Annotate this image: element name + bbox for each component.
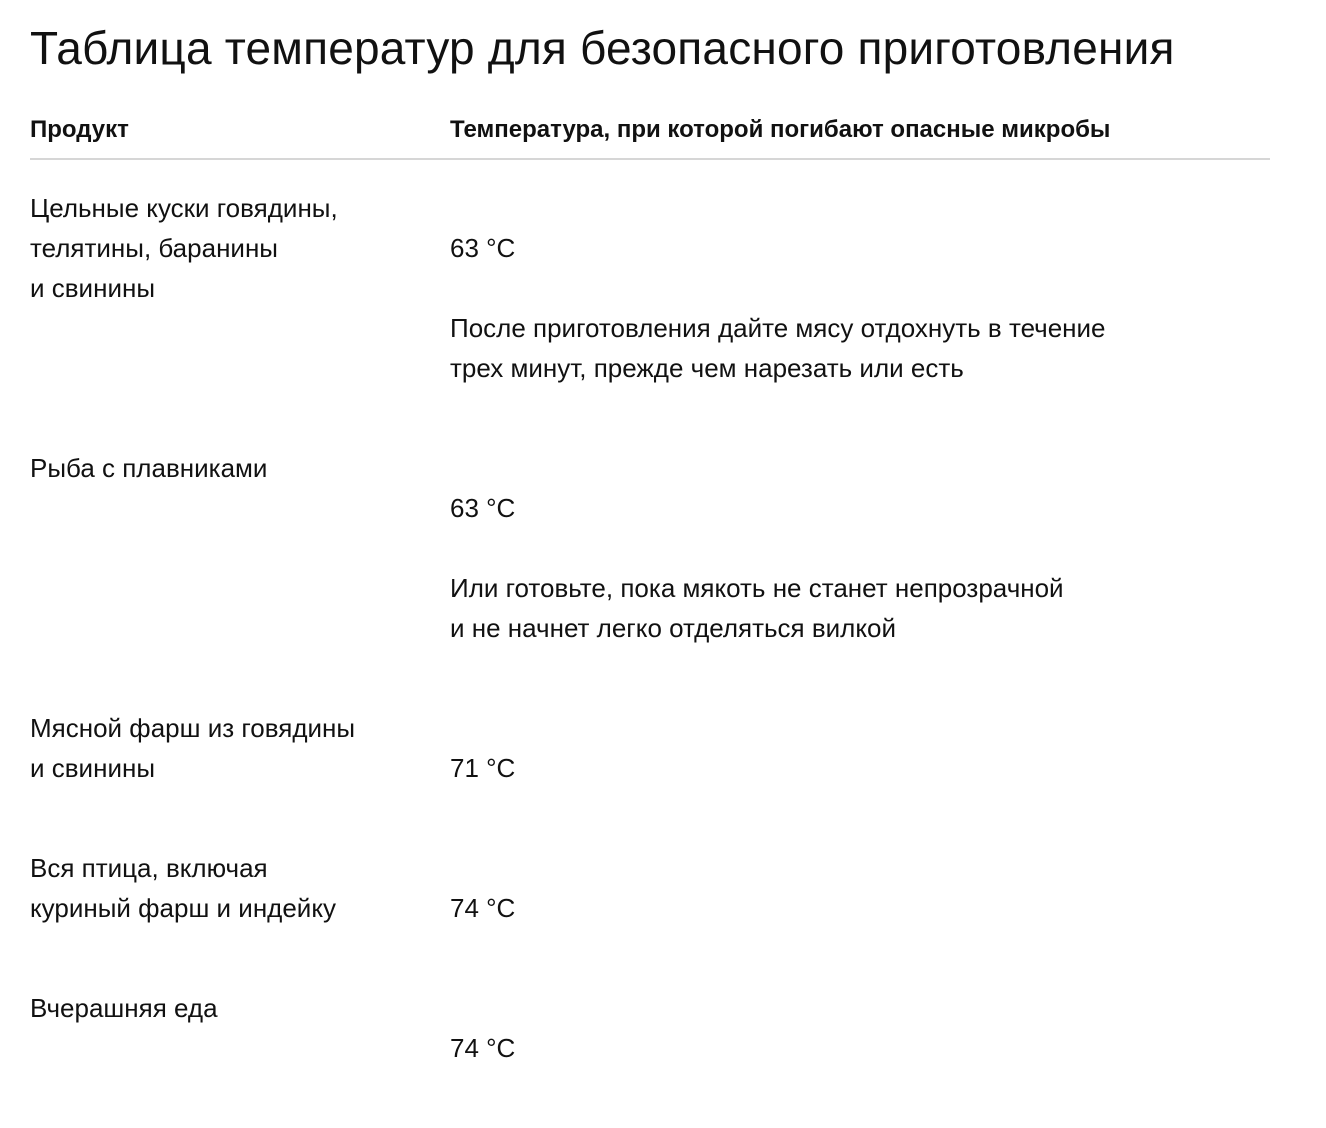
product-cell: Мясной фарш из говядины и свинины: [30, 713, 356, 783]
temperature-cell: 63 °C Или готовьте, пока мякоть не стане…: [450, 448, 1270, 688]
product-cell: Вчерашняя еда: [30, 993, 218, 1023]
table-row: Рыба с плавниками 63 °C Или готовьте, по…: [30, 448, 1270, 688]
temperature-value: 71 °C: [450, 753, 516, 783]
table-body: Цельные куски говядины, телятины, барани…: [30, 160, 1270, 1108]
table-row: Мясной фарш из говядины и свинины 71 °C: [30, 708, 1270, 828]
temperature-table: Продукт Температура, при которой погибаю…: [30, 108, 1270, 1128]
temperature-cell: 74 °C: [450, 848, 1270, 968]
temperature-value: 74 °C: [450, 893, 516, 923]
temperature-cell: 71 °C: [450, 708, 1270, 828]
table-row: Вся птица, включая куриный фарш и индейк…: [30, 848, 1270, 968]
temperature-value: 63 °C: [450, 493, 516, 523]
temperature-cell: 74 °C: [450, 988, 1270, 1108]
temperature-value: 74 °C: [450, 1033, 516, 1063]
product-cell: Цельные куски говядины, телятины, барани…: [30, 193, 338, 303]
table-row: Цельные куски говядины, телятины, барани…: [30, 188, 1270, 428]
temperature-value: 63 °C: [450, 233, 516, 263]
header-temperature: Температура, при которой погибают опасны…: [450, 116, 1111, 143]
page-title: Таблица температур для безопасного приго…: [30, 22, 1175, 74]
temperature-note: После приготовления дайте мясу отдохнуть…: [450, 313, 1106, 383]
table-row: Вчерашняя еда 74 °C: [30, 988, 1270, 1108]
temperature-cell: 63 °C После приготовления дайте мясу отд…: [450, 188, 1270, 428]
product-cell: Вся птица, включая куриный фарш и индейк…: [30, 853, 336, 923]
header-product: Продукт: [30, 116, 129, 143]
table-header: Продукт Температура, при которой погибаю…: [30, 108, 1270, 160]
product-cell: Рыба с плавниками: [30, 453, 268, 483]
temperature-note: Или готовьте, пока мякоть не станет непр…: [450, 573, 1064, 643]
